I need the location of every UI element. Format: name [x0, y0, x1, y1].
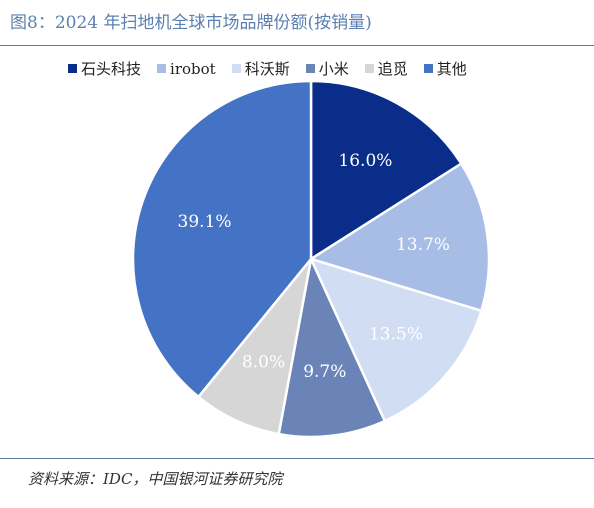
slice-value-label: 8.0% [242, 353, 285, 373]
legend-swatch [364, 64, 374, 73]
legend-label: irobot [170, 59, 216, 78]
legend-swatch [305, 64, 315, 73]
pie-chart: 16.0% 13.7% 13.5% 9.7% 8.0% 39.1% [131, 79, 491, 439]
chart-legend: 石头科技 irobot 科沃斯 小米 追觅 其他 [68, 58, 483, 79]
legend-item: 石头科技 [68, 58, 141, 79]
legend-item: 小米 [305, 58, 349, 79]
top-divider [0, 45, 594, 46]
legend-item: irobot [157, 60, 216, 78]
pie-slice [309, 162, 491, 313]
legend-label: 追觅 [377, 60, 408, 78]
legend-swatch [68, 64, 77, 73]
legend-item: 其他 [423, 58, 467, 79]
legend-swatch [423, 64, 433, 73]
source-note: 资料来源：IDC，中国银河证券研究院 [28, 470, 283, 488]
legend-item: 科沃斯 [231, 58, 290, 79]
pie-slice [131, 79, 313, 399]
legend-label: 石头科技 [81, 60, 142, 78]
bottom-divider [0, 458, 594, 459]
legend-label: 其他 [436, 60, 467, 78]
legend-swatch [157, 64, 167, 73]
slice-value-label: 13.7% [396, 235, 450, 255]
pie-slice [309, 79, 463, 261]
pie-slice [277, 257, 387, 439]
slice-value-label: 9.7% [303, 362, 346, 382]
legend-label: 小米 [318, 60, 349, 78]
slice-value-label: 16.0% [338, 151, 392, 171]
legend-label: 科沃斯 [244, 60, 290, 78]
pie-slices [131, 79, 491, 439]
pie-labels: 16.0% 13.7% 13.5% 9.7% 8.0% 39.1% [178, 151, 450, 382]
slice-value-label: 13.5% [369, 324, 423, 344]
slice-value-label: 39.1% [178, 212, 232, 232]
legend-swatch [231, 64, 241, 73]
legend-item: 追觅 [364, 58, 408, 79]
chart-title: 图8：2024 年扫地机全球市场品牌份额(按销量) [10, 13, 372, 33]
pie-slice [197, 257, 313, 436]
pie-slice [309, 257, 483, 423]
